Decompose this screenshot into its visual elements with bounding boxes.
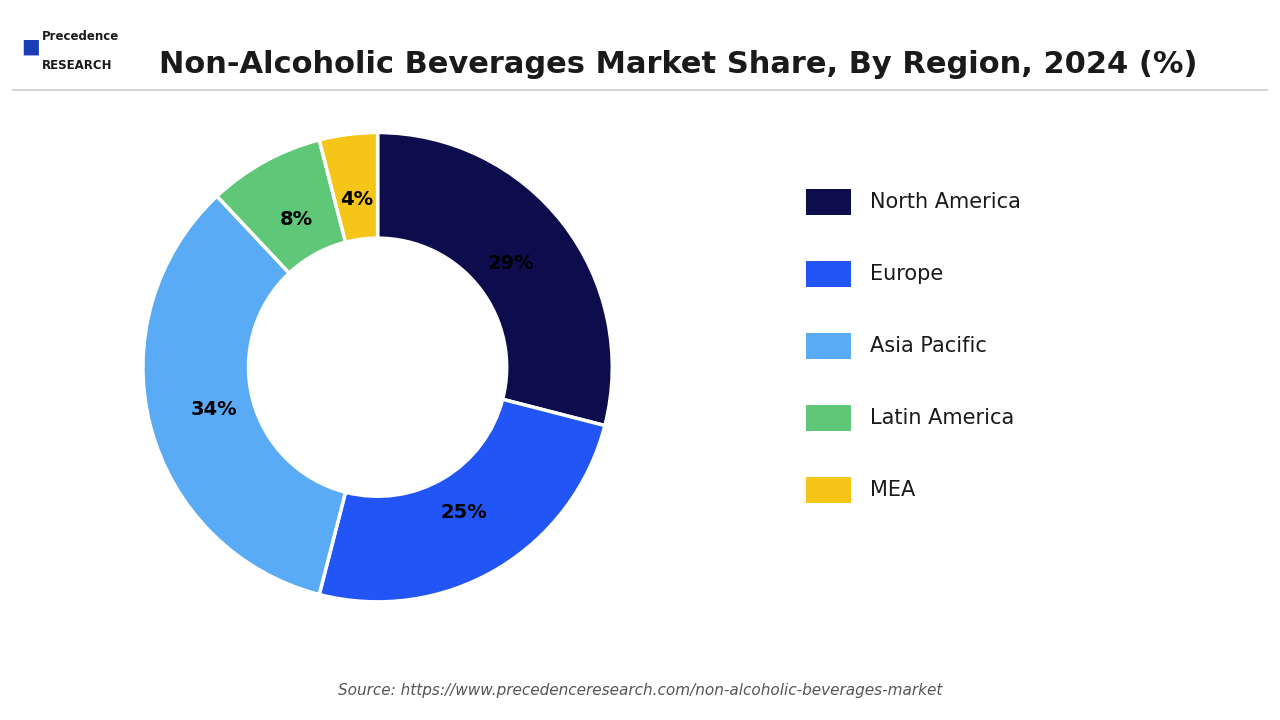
Text: 8%: 8% <box>279 210 312 229</box>
Wedge shape <box>319 400 605 602</box>
Text: RESEARCH: RESEARCH <box>42 59 113 72</box>
Text: ▪: ▪ <box>20 32 41 61</box>
Wedge shape <box>216 140 346 273</box>
Text: 25%: 25% <box>440 503 486 522</box>
Text: 34%: 34% <box>191 400 237 419</box>
Wedge shape <box>378 132 612 426</box>
Text: 4%: 4% <box>340 190 372 209</box>
Text: Asia Pacific: Asia Pacific <box>870 336 987 356</box>
Text: Europe: Europe <box>870 264 943 284</box>
Text: Non-Alcoholic Beverages Market Share, By Region, 2024 (%): Non-Alcoholic Beverages Market Share, By… <box>159 50 1198 79</box>
Text: Source: https://www.precedenceresearch.com/non-alcoholic-beverages-market: Source: https://www.precedenceresearch.c… <box>338 683 942 698</box>
Text: Precedence: Precedence <box>42 30 119 43</box>
Wedge shape <box>319 132 378 242</box>
Text: Latin America: Latin America <box>870 408 1015 428</box>
Text: 29%: 29% <box>488 254 535 273</box>
Wedge shape <box>143 196 346 595</box>
Text: North America: North America <box>870 192 1021 212</box>
Text: MEA: MEA <box>870 480 915 500</box>
